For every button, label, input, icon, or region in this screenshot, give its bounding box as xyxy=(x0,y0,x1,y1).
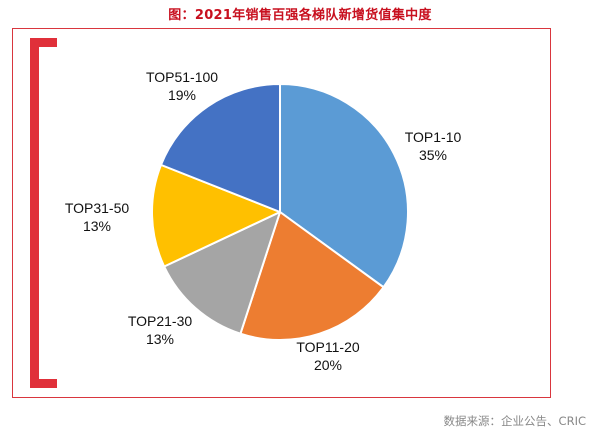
data-source-note: 数据来源：企业公告、CRIC xyxy=(443,414,586,428)
pie-slices xyxy=(151,83,409,341)
slice-label-top31-50: TOP31-50 xyxy=(65,200,130,216)
slice-value-top11-20: 20% xyxy=(314,357,342,373)
slice-label-top51-100: TOP51-100 xyxy=(146,69,218,85)
pie-slice-top11-20 xyxy=(239,211,385,341)
pie-slice-top31-50 xyxy=(151,163,281,268)
chart-frame xyxy=(12,28,551,398)
decorative-bracket xyxy=(30,38,57,388)
pie-slice-top51-100 xyxy=(159,83,281,213)
slice-value-top21-30: 13% xyxy=(146,331,174,347)
slice-label-top1-10: TOP1-10 xyxy=(405,129,462,145)
chart-title: 图：2021年销售百强各梯队新增货值集中度 xyxy=(168,8,432,23)
slice-value-top31-50: 13% xyxy=(83,218,111,234)
pie-slice-top1-10 xyxy=(279,83,409,289)
slice-label-top11-20: TOP11-20 xyxy=(296,339,360,355)
slice-value-top51-100: 19% xyxy=(168,87,196,103)
slice-label-top21-30: TOP21-30 xyxy=(128,313,193,329)
pie-labels: TOP1-10 35% TOP11-20 20% TOP21-30 13% TOP31-50… xyxy=(65,69,462,373)
slice-value-top1-10: 35% xyxy=(419,147,447,163)
pie-slice-top21-30 xyxy=(163,211,281,335)
